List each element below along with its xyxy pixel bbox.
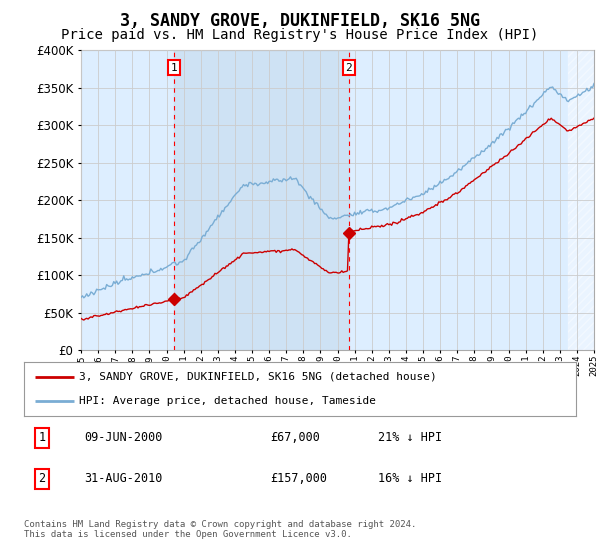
Text: 3, SANDY GROVE, DUKINFIELD, SK16 5NG: 3, SANDY GROVE, DUKINFIELD, SK16 5NG [120,12,480,30]
Text: 1: 1 [170,63,178,73]
Text: HPI: Average price, detached house, Tameside: HPI: Average price, detached house, Tame… [79,396,376,406]
Text: 16% ↓ HPI: 16% ↓ HPI [378,472,442,486]
Text: 31-AUG-2010: 31-AUG-2010 [84,472,163,486]
Text: 1: 1 [38,431,46,445]
Bar [174,50,349,350]
Bar [568,50,600,350]
Text: 2: 2 [38,472,46,486]
Text: 3, SANDY GROVE, DUKINFIELD, SK16 5NG (detached house): 3, SANDY GROVE, DUKINFIELD, SK16 5NG (de… [79,372,437,382]
Text: £157,000: £157,000 [270,472,327,486]
Text: 09-JUN-2000: 09-JUN-2000 [84,431,163,445]
Text: Contains HM Land Registry data © Crown copyright and database right 2024.
This d: Contains HM Land Registry data © Crown c… [24,520,416,539]
Text: Price paid vs. HM Land Registry's House Price Index (HPI): Price paid vs. HM Land Registry's House … [61,28,539,42]
Text: £67,000: £67,000 [270,431,320,445]
Text: 2: 2 [346,63,352,73]
Text: 21% ↓ HPI: 21% ↓ HPI [378,431,442,445]
